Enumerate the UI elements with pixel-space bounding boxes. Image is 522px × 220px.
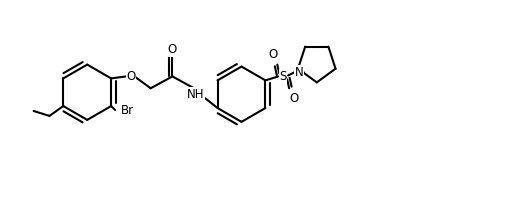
Text: Br: Br bbox=[121, 104, 134, 117]
Text: N: N bbox=[294, 66, 303, 79]
Text: NH: NH bbox=[187, 88, 205, 101]
Text: O: O bbox=[269, 48, 278, 61]
Text: O: O bbox=[126, 70, 136, 83]
Text: O: O bbox=[168, 43, 177, 56]
Text: O: O bbox=[290, 92, 299, 105]
Text: S: S bbox=[279, 70, 287, 83]
